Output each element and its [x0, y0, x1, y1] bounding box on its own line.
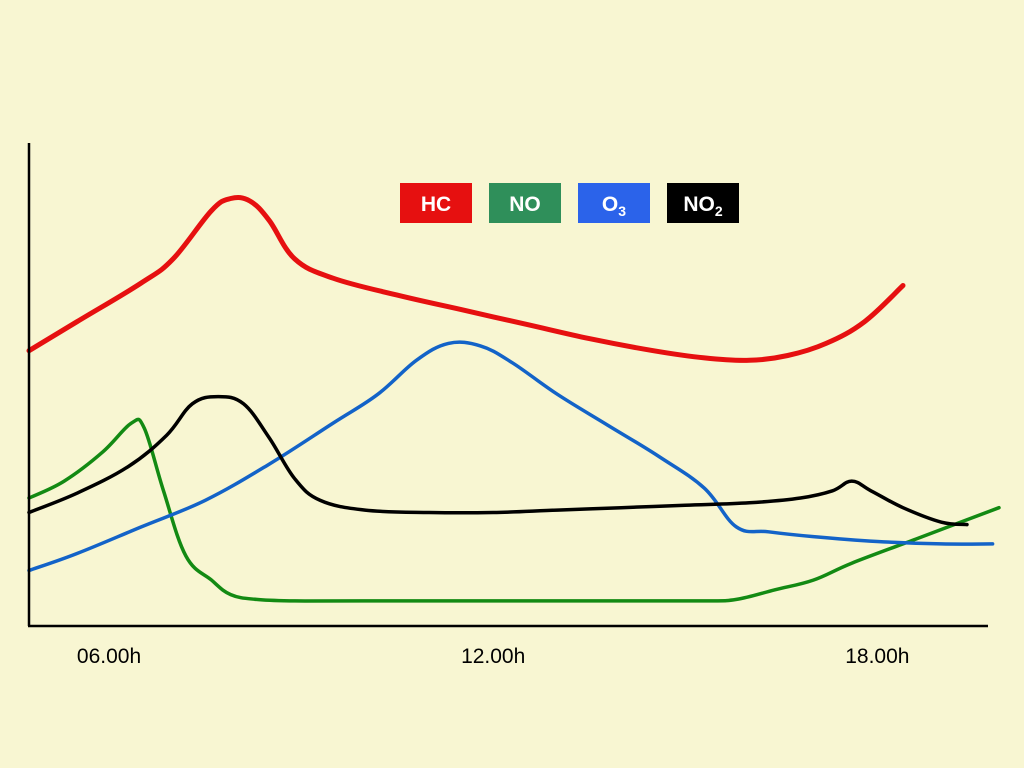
legend-swatch — [667, 183, 739, 223]
legend-item-no2: NO2 — [667, 183, 739, 223]
legend-item-hc: HC — [400, 183, 472, 223]
legend-label: HC — [421, 193, 451, 216]
x-tick-label: 12.00h — [461, 645, 525, 668]
legend-item-no: NO — [489, 183, 561, 223]
legend-swatch — [489, 183, 561, 223]
legend-label: NO — [509, 193, 541, 216]
legend-swatch — [578, 183, 650, 223]
series-line-o3 — [27, 340, 995, 573]
series-line-no — [27, 417, 1001, 603]
legend-item-o3: O3 — [578, 183, 650, 223]
series-line-no2 — [27, 394, 969, 527]
series-line-hc — [26, 194, 906, 363]
legend-swatch — [400, 183, 472, 223]
x-tick-label: 18.00h — [845, 645, 909, 668]
x-tick-labels: 06.00h 12.00h 18.00h — [77, 645, 910, 668]
series-lines — [26, 194, 1001, 603]
legend: HC NO O3 NO2 — [400, 183, 739, 223]
x-tick-label: 06.00h — [77, 645, 141, 668]
